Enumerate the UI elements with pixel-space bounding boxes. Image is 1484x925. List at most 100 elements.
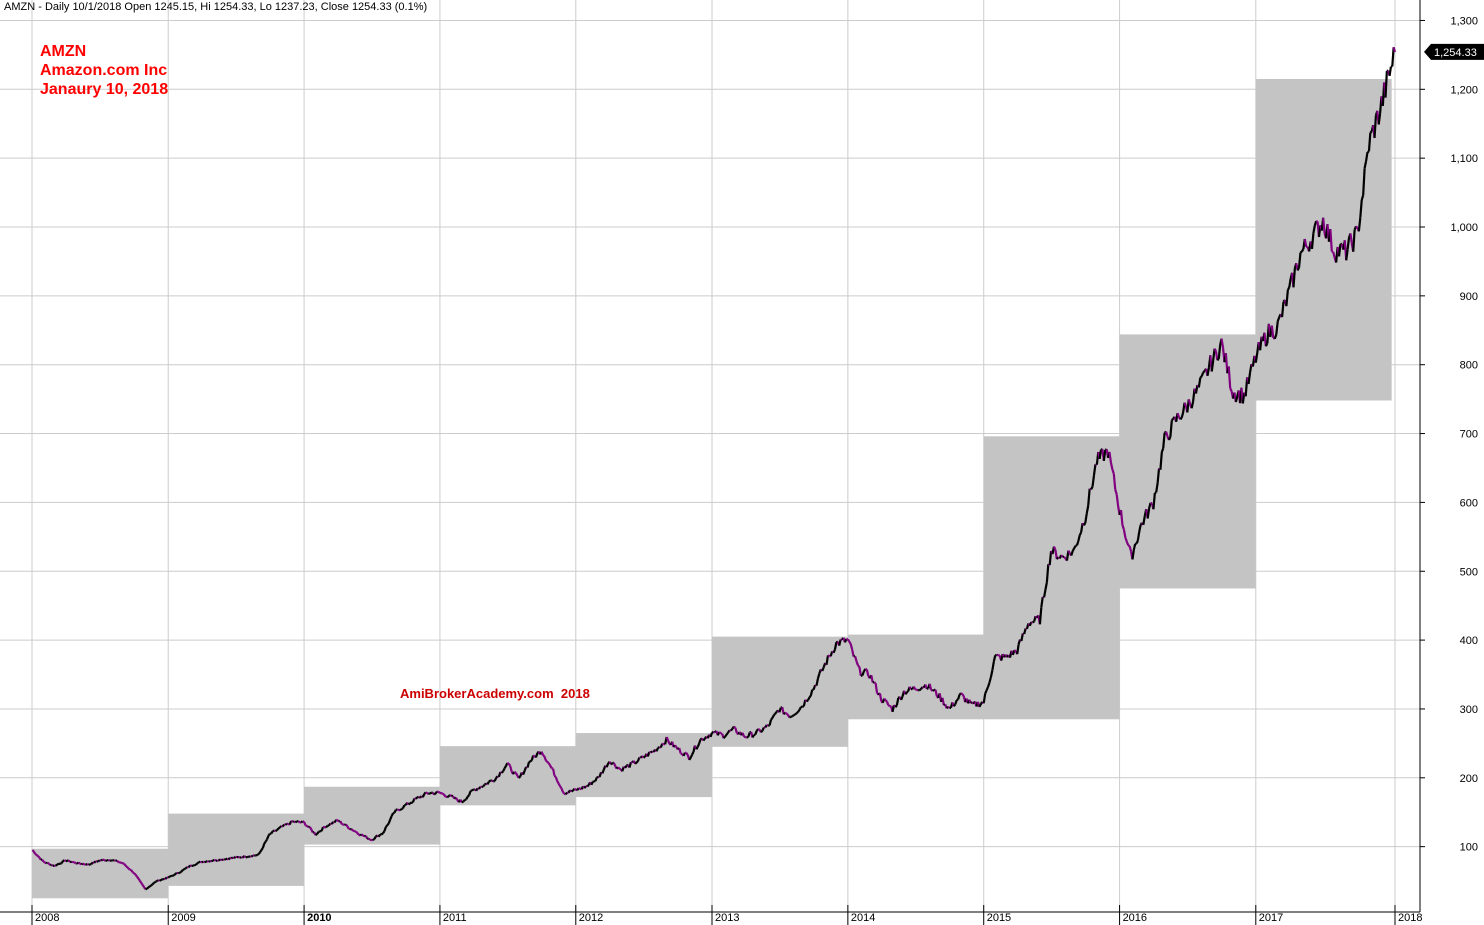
price-segment xyxy=(1329,228,1333,252)
price-segment xyxy=(954,699,958,705)
price-segment xyxy=(1300,248,1305,253)
price-segment xyxy=(399,808,403,812)
price-segment xyxy=(332,820,336,824)
price-segment xyxy=(547,762,552,767)
price-segment xyxy=(930,688,934,692)
price-segment xyxy=(619,767,622,771)
price-segment xyxy=(227,857,231,861)
x-ticks: 2008 2009 2010 2011 2012 2013 2014 2015 2016 2017… xyxy=(31,905,1422,925)
price-segment xyxy=(290,820,294,823)
price-segment xyxy=(1045,564,1050,583)
price-segment xyxy=(310,828,314,833)
price-segment xyxy=(1229,387,1233,392)
chart-header-info: AMZN - Daily 10/1/2018 Open 1245.15, Hi … xyxy=(4,1,428,13)
price-segment xyxy=(986,682,991,688)
price-segment xyxy=(1312,225,1316,234)
price-segment xyxy=(143,886,147,890)
price-segment xyxy=(429,791,432,795)
price-segment xyxy=(691,751,695,756)
price-segment xyxy=(1084,513,1088,523)
price-segment xyxy=(1131,549,1135,560)
price-segment xyxy=(556,780,560,785)
price-segment xyxy=(1364,151,1369,162)
price-segment xyxy=(300,820,304,824)
price-segment xyxy=(167,875,171,879)
price-segment xyxy=(1346,237,1351,250)
price-segment xyxy=(1170,417,1175,422)
price-segment xyxy=(821,666,825,672)
price-segment xyxy=(554,776,559,782)
price-segment xyxy=(757,728,760,731)
price-segment xyxy=(277,826,281,830)
yearly-range-box-2012 xyxy=(575,733,713,798)
price-segment xyxy=(1377,113,1382,125)
y-tick-label: 900 xyxy=(1460,291,1478,303)
price-segment xyxy=(698,739,702,745)
price-segment xyxy=(1357,217,1362,232)
price-segment xyxy=(149,884,152,888)
price-segment xyxy=(116,859,120,863)
price-segment xyxy=(55,863,58,867)
price-segment xyxy=(259,849,263,853)
price-segment xyxy=(380,832,384,836)
price-segment xyxy=(689,754,694,759)
price-segment xyxy=(1384,70,1388,98)
price-segment xyxy=(578,787,581,790)
price-segment xyxy=(1038,607,1043,625)
price-segment xyxy=(1152,492,1156,510)
price-segment xyxy=(439,791,442,795)
price-segment xyxy=(592,780,595,783)
price-segment xyxy=(478,786,482,790)
price-segment xyxy=(325,824,329,829)
price-segment xyxy=(761,726,765,732)
price-segment xyxy=(961,693,965,697)
price-segment xyxy=(596,775,599,779)
price-segment xyxy=(85,862,88,866)
price-segment xyxy=(526,761,530,768)
price-segment xyxy=(1388,66,1393,77)
price-segment xyxy=(79,862,82,866)
price-segment xyxy=(276,827,280,831)
price-segment xyxy=(461,800,464,804)
price-segment xyxy=(401,807,404,811)
price-segment xyxy=(1345,249,1349,261)
price-segment xyxy=(42,860,46,864)
price-segment xyxy=(755,728,759,732)
yearly-range-box-2011 xyxy=(439,746,576,806)
price-segment xyxy=(60,860,64,864)
x-tick-label: 2015 xyxy=(987,912,1011,924)
price-segment xyxy=(576,787,580,791)
price-segment xyxy=(659,743,664,748)
price-segment xyxy=(187,864,192,868)
price-segment xyxy=(906,690,910,694)
price-segment xyxy=(682,752,686,757)
price-segment xyxy=(66,859,70,862)
price-segment xyxy=(243,855,247,859)
price-segment xyxy=(199,860,203,864)
price-segment xyxy=(1071,547,1076,552)
price-segment xyxy=(86,862,90,866)
price-segment xyxy=(1288,278,1292,288)
price-segment xyxy=(455,797,459,801)
price-segment xyxy=(994,653,998,657)
price-segment xyxy=(485,782,489,786)
price-segment xyxy=(1087,488,1091,506)
price-segment xyxy=(816,673,821,679)
price-segment xyxy=(77,861,81,865)
x-tick-label: 2010 xyxy=(307,912,331,924)
price-segment xyxy=(1142,515,1146,525)
price-segment xyxy=(367,837,371,841)
price-segment xyxy=(339,820,343,825)
price-segment xyxy=(1349,233,1353,244)
x-tick-label: 2017 xyxy=(1259,912,1283,924)
x-tick-label: 2013 xyxy=(715,912,739,924)
price-segment xyxy=(960,692,964,696)
price-segment xyxy=(746,735,749,739)
price-segment xyxy=(1217,344,1222,360)
price-segment xyxy=(543,756,547,761)
price-segment xyxy=(947,705,951,709)
price-segment xyxy=(206,860,210,863)
price-segment xyxy=(798,706,802,711)
price-segment xyxy=(887,704,891,708)
